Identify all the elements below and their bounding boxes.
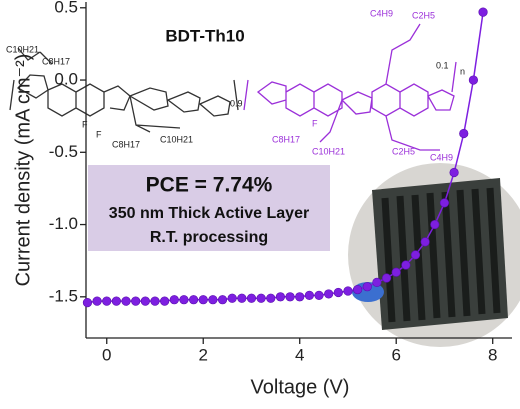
structure-label: 0.1: [436, 60, 449, 70]
structure-label: C8H17: [272, 134, 300, 144]
data-point: [179, 295, 189, 305]
x-tick-label: 0: [102, 345, 111, 364]
data-point: [121, 296, 131, 306]
data-point: [266, 293, 276, 303]
structure-label: C10H21: [312, 146, 345, 156]
data-point: [353, 284, 363, 295]
data-point: [188, 295, 199, 305]
y-tick-label: -1.0: [49, 214, 78, 233]
data-point: [401, 260, 411, 270]
structure-label: C8H17: [42, 56, 70, 66]
data-point: [150, 296, 160, 306]
data-point: [169, 295, 179, 305]
data-point: [198, 295, 208, 305]
data-point: [324, 289, 334, 299]
data-point: [439, 198, 450, 208]
data-point: [237, 293, 247, 303]
y-tick-label: 0.5: [54, 0, 78, 16]
y-axis-title: Current density (mA cm⁻²): [12, 54, 34, 287]
device-photo: [348, 163, 520, 347]
y-tick-label: -0.5: [49, 142, 78, 161]
data-point: [468, 75, 479, 85]
data-point: [449, 167, 459, 178]
data-point: [131, 296, 141, 306]
structure-label: C2H5: [392, 146, 415, 156]
structure-label: C10H21: [160, 134, 193, 144]
structure-label: C8H17: [112, 139, 140, 149]
chemical-structure: [9, 23, 457, 151]
data-point: [295, 292, 305, 302]
structure-label: n: [460, 66, 465, 76]
x-tick-label: 2: [199, 345, 208, 364]
data-point: [285, 292, 295, 302]
x-tick-label: 8: [488, 345, 497, 364]
data-point: [208, 295, 218, 305]
y-tick-label: -1.5: [49, 286, 78, 305]
data-point: [227, 293, 237, 303]
structure-label: 0.9: [230, 98, 243, 108]
data-point: [410, 250, 421, 260]
data-point: [420, 237, 430, 247]
y-tick-label: 0.0: [54, 70, 78, 89]
data-point: [304, 290, 314, 300]
structure-label: F: [96, 129, 102, 139]
data-point: [459, 128, 469, 139]
data-point: [314, 290, 324, 300]
structure-label: C2H5: [412, 10, 435, 20]
data-point: [381, 273, 392, 283]
data-point: [256, 293, 266, 303]
data-point: [92, 296, 102, 306]
data-point: [275, 292, 286, 302]
annotation-box: [88, 165, 330, 251]
data-point: [478, 7, 488, 17]
polymer-name: BDT-Th10: [165, 26, 244, 45]
x-axis-title: Voltage (V): [251, 376, 350, 398]
data-point: [217, 295, 228, 305]
structure-label: C10H21: [6, 44, 39, 54]
data-point: [343, 286, 353, 296]
structure-label: C4H9: [430, 152, 453, 162]
thickness-label: 350 nm Thick Active Layer: [109, 205, 309, 222]
data-point: [140, 296, 150, 306]
data-point: [82, 297, 93, 308]
data-point: [111, 296, 121, 306]
data-point: [246, 293, 257, 303]
x-tick-label: 6: [391, 345, 400, 364]
data-point: [333, 287, 343, 298]
data-point: [160, 296, 170, 306]
structure-label: F: [312, 118, 318, 128]
x-tick-label: 4: [295, 345, 304, 364]
structure-label: C4H9: [370, 8, 393, 18]
structure-label: F: [82, 119, 88, 129]
data-point: [372, 277, 382, 287]
data-point: [391, 267, 401, 277]
processing-label: R.T. processing: [150, 229, 268, 246]
data-point: [102, 296, 112, 306]
pce-label: PCE = 7.74%: [146, 174, 273, 197]
data-point: [430, 219, 440, 230]
data-point: [362, 282, 372, 292]
